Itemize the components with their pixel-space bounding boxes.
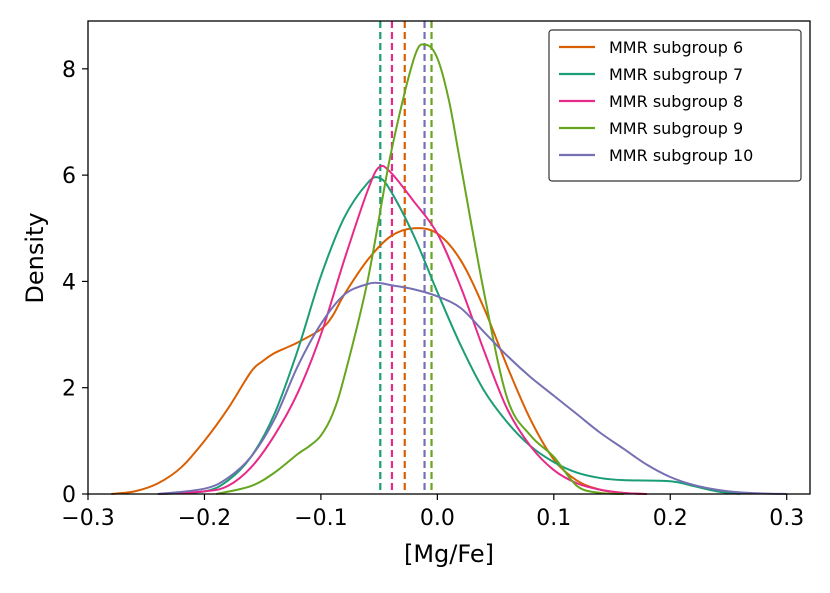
x-tick-label: −0.3	[61, 506, 114, 531]
legend-box	[548, 29, 802, 182]
x-axis: −0.3 −0.2 −0.1 0.0 0.1 0.2 0.3	[61, 494, 804, 531]
y-tick-label: 4	[62, 270, 76, 295]
x-tick-label: 0.3	[769, 506, 804, 531]
density-curve-mmr-subgroup-9	[215, 43, 624, 495]
legend-label-mmr-subgroup-9: MMR subgroup 9	[609, 119, 743, 138]
y-tick-label: 2	[62, 377, 76, 402]
y-axis: 0 2 4 6 8	[62, 58, 88, 508]
density-curve-mmr-subgroup-8	[157, 164, 648, 495]
density-curve-mmr-subgroup-10	[157, 281, 787, 495]
y-axis-label: Density	[21, 212, 49, 303]
median-lines	[379, 21, 433, 494]
x-tick-label: −0.2	[178, 506, 231, 531]
x-tick-label: 0.2	[653, 506, 688, 531]
y-tick-label: 8	[62, 58, 76, 83]
y-tick-label: 6	[62, 164, 76, 189]
x-tick-label: 0.1	[536, 506, 571, 531]
x-axis-label: [Mg/Fe]	[404, 540, 494, 568]
y-tick-label: 0	[62, 483, 76, 508]
legend-label-mmr-subgroup-6: MMR subgroup 6	[609, 38, 743, 57]
x-tick-label: −0.1	[294, 506, 347, 531]
plot-frame	[87, 20, 811, 495]
legend: MMR subgroup 6 MMR subgroup 7 MMR subgroup…	[548, 29, 802, 182]
density-curves	[111, 43, 787, 495]
legend-label-mmr-subgroup-8: MMR subgroup 8	[609, 92, 743, 111]
legend-label-mmr-subgroup-7: MMR subgroup 7	[609, 65, 743, 84]
legend-label-mmr-subgroup-10: MMR subgroup 10	[609, 146, 753, 165]
density-curve-mmr-subgroup-7	[157, 176, 741, 495]
x-tick-label: 0.0	[420, 506, 455, 531]
